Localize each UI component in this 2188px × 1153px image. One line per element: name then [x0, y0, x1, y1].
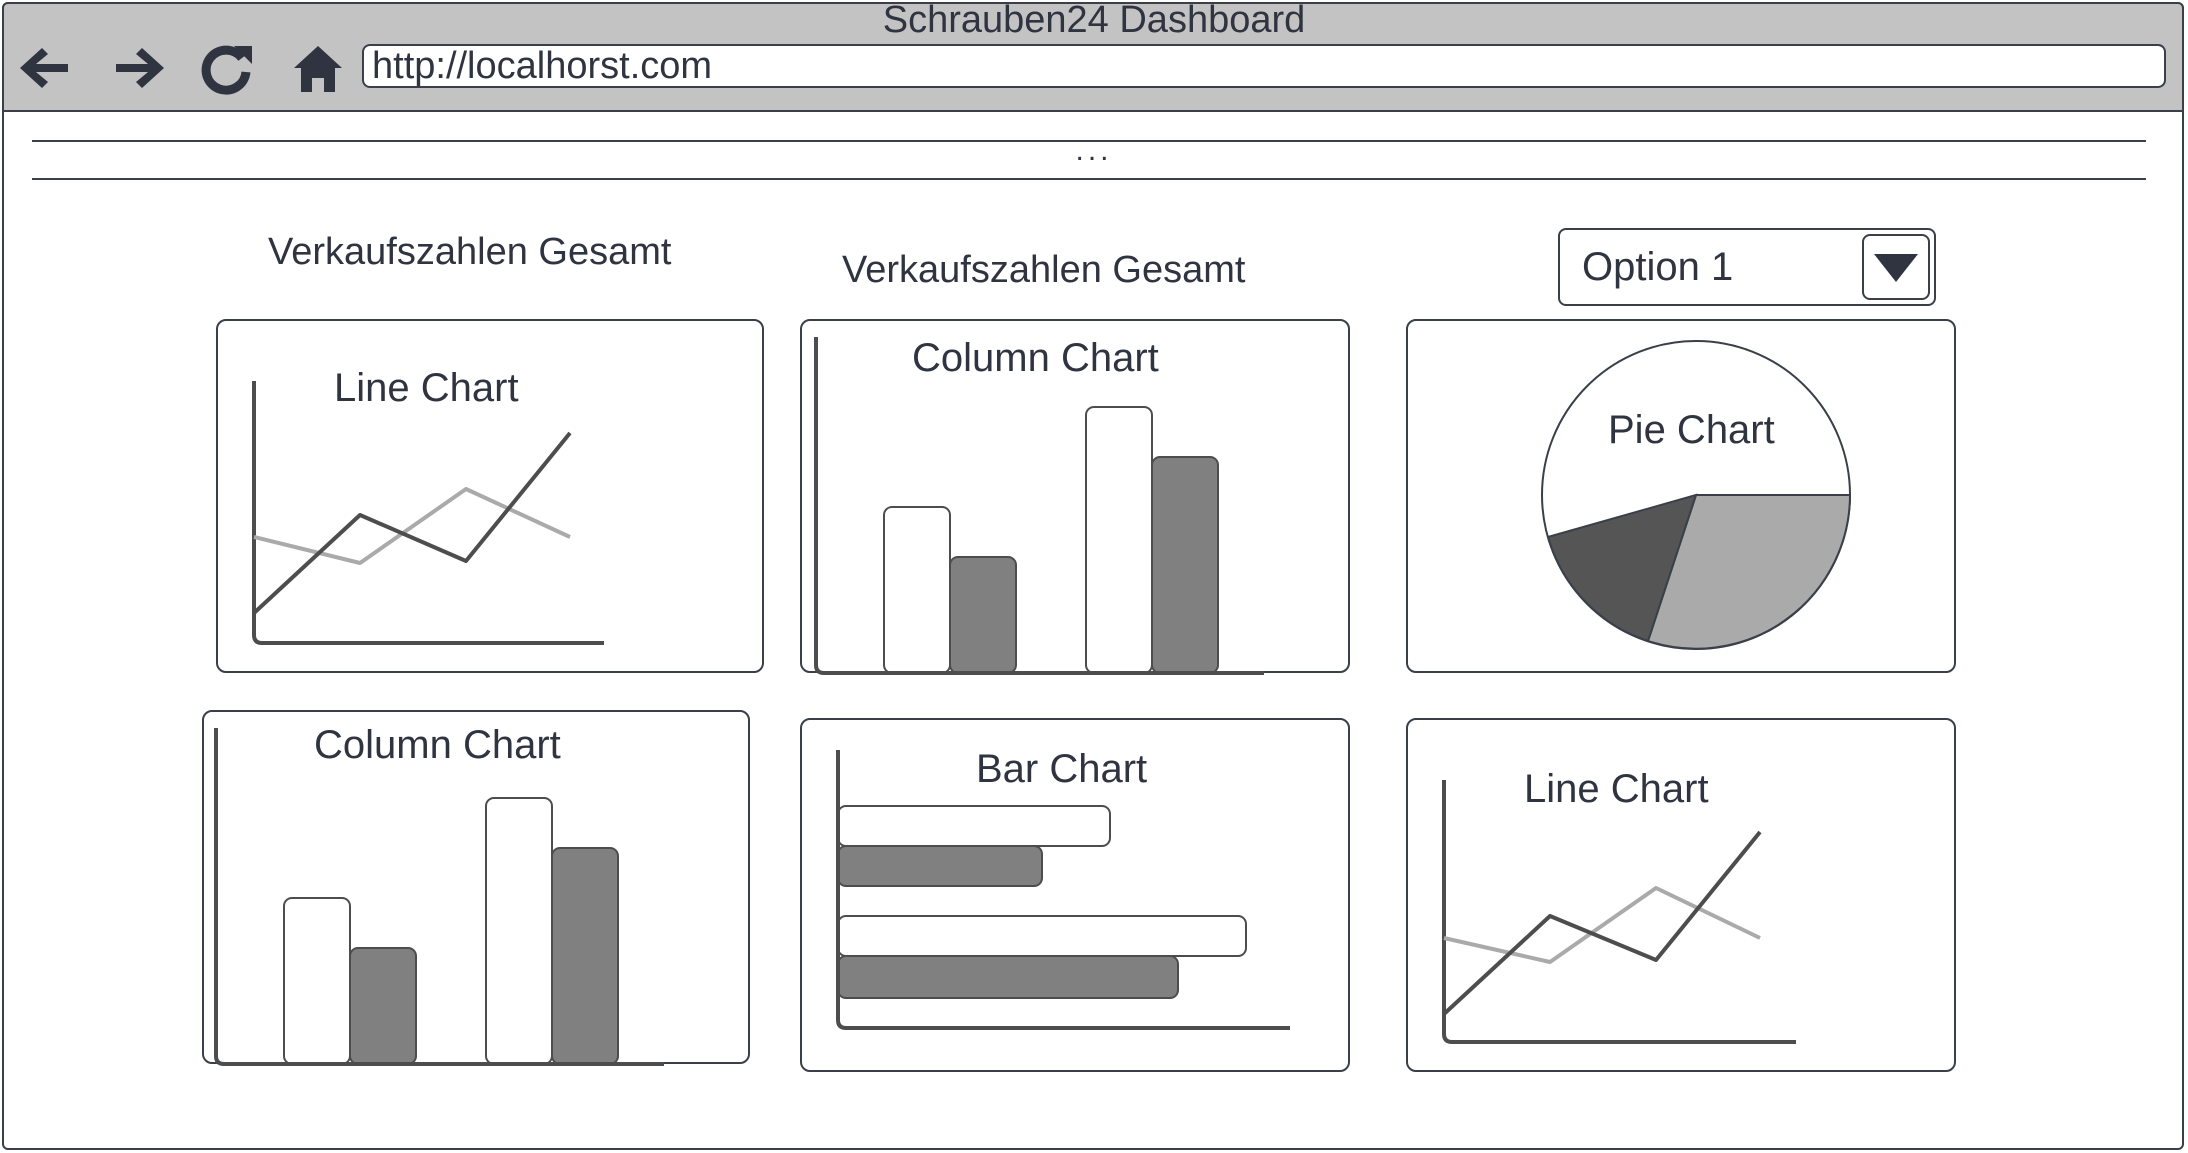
menu-bar-top-line	[32, 140, 2146, 142]
column-chart: Column Chart	[814, 336, 1264, 675]
arrow-left-icon[interactable]	[14, 38, 74, 98]
chart-title: Line Chart	[1524, 767, 1709, 811]
line-chart-panel: Line Chart	[216, 319, 764, 673]
home-icon[interactable]	[288, 38, 348, 98]
bar-chart-panel: Bar Chart	[800, 718, 1350, 1072]
chart-title: Bar Chart	[976, 747, 1147, 791]
heading-sales-total-middle: Verkaufszahlen Gesamt	[842, 249, 1246, 291]
column-chart-panel-2: Column Chart	[202, 710, 750, 1066]
chart-title: Column Chart	[314, 723, 561, 767]
column-chart-panel: Column Chart	[800, 319, 1350, 675]
triangle-down-icon[interactable]	[1862, 234, 1930, 300]
reload-icon[interactable]	[196, 38, 256, 98]
option-dropdown[interactable]: Option 1	[1558, 228, 1936, 306]
chart-title: Column Chart	[912, 336, 1159, 380]
heading-sales-total-left: Verkaufszahlen Gesamt	[268, 231, 672, 273]
chart-title: Pie Chart	[1608, 408, 1775, 452]
dropdown-selected-value: Option 1	[1582, 245, 1734, 289]
line-chart: Line Chart	[252, 366, 604, 645]
chart-title: Line Chart	[334, 366, 519, 410]
pie-chart: Pie Chart	[1541, 340, 1852, 650]
line-chart-panel-2: Line Chart	[1406, 718, 1956, 1072]
menu-bar-ellipsis[interactable]: ...	[1075, 134, 1113, 167]
url-input[interactable]: http://localhorst.com	[362, 44, 2166, 88]
pie-chart-panel: Pie Chart	[1406, 319, 1956, 673]
window-title: Schrauben24 Dashboard	[882, 0, 1306, 41]
column-chart-2: Column Chart	[214, 723, 664, 1066]
bar-chart: Bar Chart	[836, 747, 1290, 1030]
line-chart-2: Line Chart	[1442, 767, 1796, 1044]
menu-bar-bottom-line	[32, 178, 2146, 180]
arrow-right-icon[interactable]	[110, 38, 170, 98]
